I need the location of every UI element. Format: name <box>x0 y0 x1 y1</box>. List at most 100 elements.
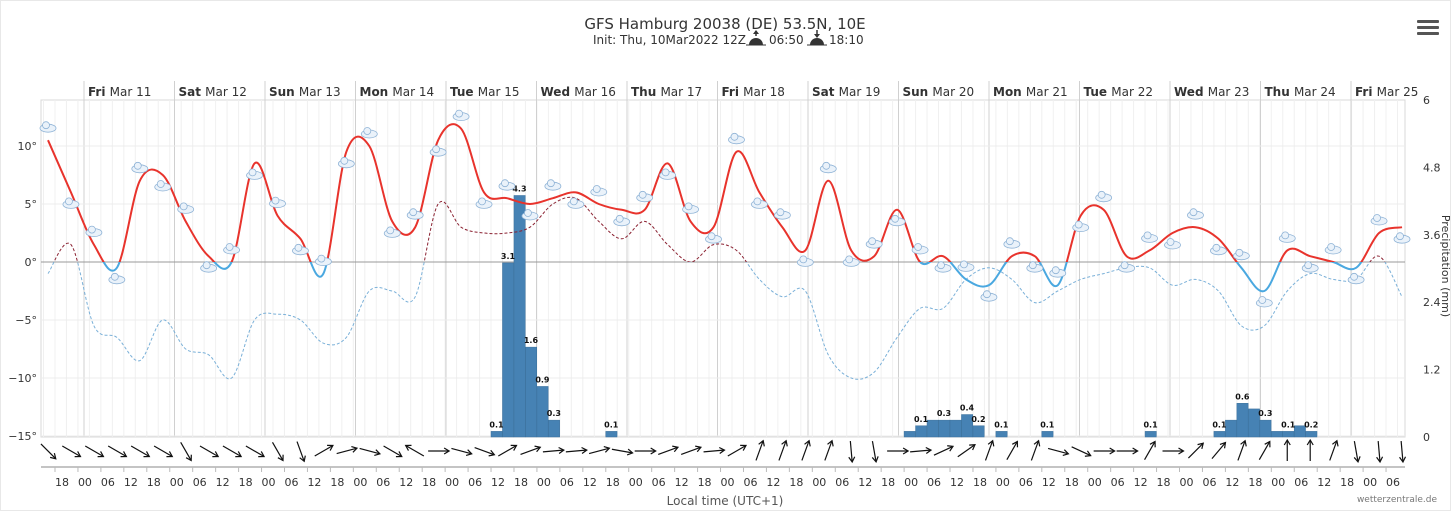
wind-arrow-head <box>626 448 634 456</box>
cloud-icon-puff <box>914 243 922 251</box>
day-label-date: Mar 12 <box>205 85 247 99</box>
wind-arrow-head <box>1197 442 1205 450</box>
precip-data-label: 0.3 <box>547 409 561 418</box>
wind-arrow-shaft <box>755 441 764 461</box>
cloud-icon <box>1164 238 1181 250</box>
precip-bar <box>605 431 618 438</box>
x-tick-label: 00 <box>78 476 92 489</box>
x-tick-label: 18 <box>789 476 803 489</box>
wind-arrow-icon <box>957 444 976 458</box>
wind-arrow-head <box>558 446 566 454</box>
cloud-icon <box>682 202 699 214</box>
wind-arrow-head <box>969 444 976 451</box>
wind-arrow-icon <box>680 445 703 455</box>
precip-bar <box>1271 431 1283 438</box>
cloud-icon-puff <box>42 121 50 130</box>
chart-subtitle: Init: Thu, 10Mar2022 12Z 06:50 18:10 <box>593 30 864 47</box>
cloud-icon-puff <box>524 209 532 217</box>
wind-arrow-icon <box>296 441 306 463</box>
cloud-icon-puff <box>202 261 211 270</box>
wind-arrow-icon <box>933 445 955 456</box>
wind-arrow-shaft <box>451 447 471 455</box>
precip-data-label: 1.6 <box>524 336 539 345</box>
x-tick-label: 00 <box>721 476 735 489</box>
day-label-weekday: Wed <box>541 85 575 99</box>
wind-arrow-icon <box>1329 439 1339 461</box>
cloud-icon-puff <box>478 197 486 206</box>
wind-arrow-shaft <box>680 447 701 455</box>
chart-menu-button[interactable] <box>1417 18 1439 38</box>
wind-arrow-head <box>277 454 284 462</box>
cloud-icon <box>1393 232 1411 244</box>
cloud-icon <box>1278 231 1296 243</box>
cloud-icon-puff <box>845 255 854 264</box>
precip-bar <box>548 419 560 438</box>
wind-arrow-head <box>1011 440 1019 448</box>
cloud-icon <box>1232 248 1250 261</box>
precip-bar <box>915 425 928 438</box>
precip-bar <box>1225 419 1237 438</box>
cloud-icon <box>383 226 401 238</box>
sunset-icon-arrow-head <box>814 34 820 38</box>
wind-arrow-icon <box>271 442 284 462</box>
wind-arrow-shaft <box>383 445 402 457</box>
wind-arrow-head <box>299 455 306 463</box>
wind-arrow-icon <box>107 445 128 458</box>
cloud-icon <box>475 197 493 209</box>
day-label-date: Mar 16 <box>574 85 616 99</box>
dewpoint-line-below <box>47 262 1403 380</box>
precip-data-label: 4.3 <box>512 184 526 193</box>
cloud-icon-puff <box>1212 243 1221 252</box>
wind-arrow-shaft <box>778 441 787 461</box>
wind-arrow-shaft <box>1071 446 1091 456</box>
cloud-icon-puff <box>110 272 119 281</box>
y-tick-label: 10° <box>18 140 38 153</box>
x-tick-label: 12 <box>583 476 597 489</box>
sunset-icon-body <box>810 38 824 45</box>
precip-bar <box>536 386 549 438</box>
cloud-icon-puff <box>1235 248 1244 257</box>
wind-arrow-shaft <box>520 447 540 455</box>
precip-data-label: 0.1 <box>1040 420 1055 429</box>
wind-arrow-head <box>1178 447 1185 455</box>
x-tick-label: 06 <box>560 476 574 489</box>
cloud-icon-puff <box>1143 231 1152 240</box>
cloud-icon-puff <box>730 132 739 141</box>
wind-arrow-head <box>404 444 412 451</box>
wind-arrow-shaft <box>871 441 877 461</box>
x-tick-label: 18 <box>239 476 253 489</box>
day-label: Fri Mar 18 <box>722 85 785 99</box>
menu-icon-bar <box>1417 32 1439 35</box>
wind-arrow-shaft <box>849 440 853 462</box>
day-label-weekday: Sun <box>269 85 299 99</box>
wind-arrow-head <box>925 446 933 454</box>
day-label: Mon Mar 21 <box>993 85 1068 99</box>
wind-arrow-shaft <box>588 447 609 455</box>
wind-arrow-icon <box>565 446 588 454</box>
x-tick-label: 00 <box>629 476 643 489</box>
wind-arrow-head <box>947 445 955 452</box>
cloud-icon-puff <box>960 260 968 269</box>
x-tick-label: 18 <box>422 476 436 489</box>
sunset-icon <box>807 30 827 46</box>
precip-bar <box>1282 431 1295 438</box>
day-label: Thu Mar 17 <box>631 85 702 99</box>
wind-arrow-icon <box>727 444 748 457</box>
x-tick-label: 12 <box>1134 476 1148 489</box>
cloud-icon <box>980 290 998 302</box>
precip-data-label: 0.9 <box>535 375 550 384</box>
cloud-icon <box>819 161 837 174</box>
wind-arrow-shaft <box>703 449 724 453</box>
wind-arrow-head <box>1219 441 1227 449</box>
cloud-icon <box>1049 266 1067 278</box>
precip-bar <box>903 431 916 438</box>
chart-title: GFS Hamburg 20038 (DE) 53.5N, 10E <box>584 15 865 33</box>
cloud-icon-puff <box>1166 238 1175 246</box>
day-label-date: Mar 20 <box>932 85 974 99</box>
day-label: Wed Mar 23 <box>1174 85 1249 99</box>
wind-arrow-icon <box>778 439 788 461</box>
day-label: Wed Mar 16 <box>541 85 616 99</box>
cloud-icon-puff <box>1327 243 1336 251</box>
precip-data-label: 0.2 <box>971 415 985 424</box>
cloud-icon-puff <box>707 232 716 241</box>
